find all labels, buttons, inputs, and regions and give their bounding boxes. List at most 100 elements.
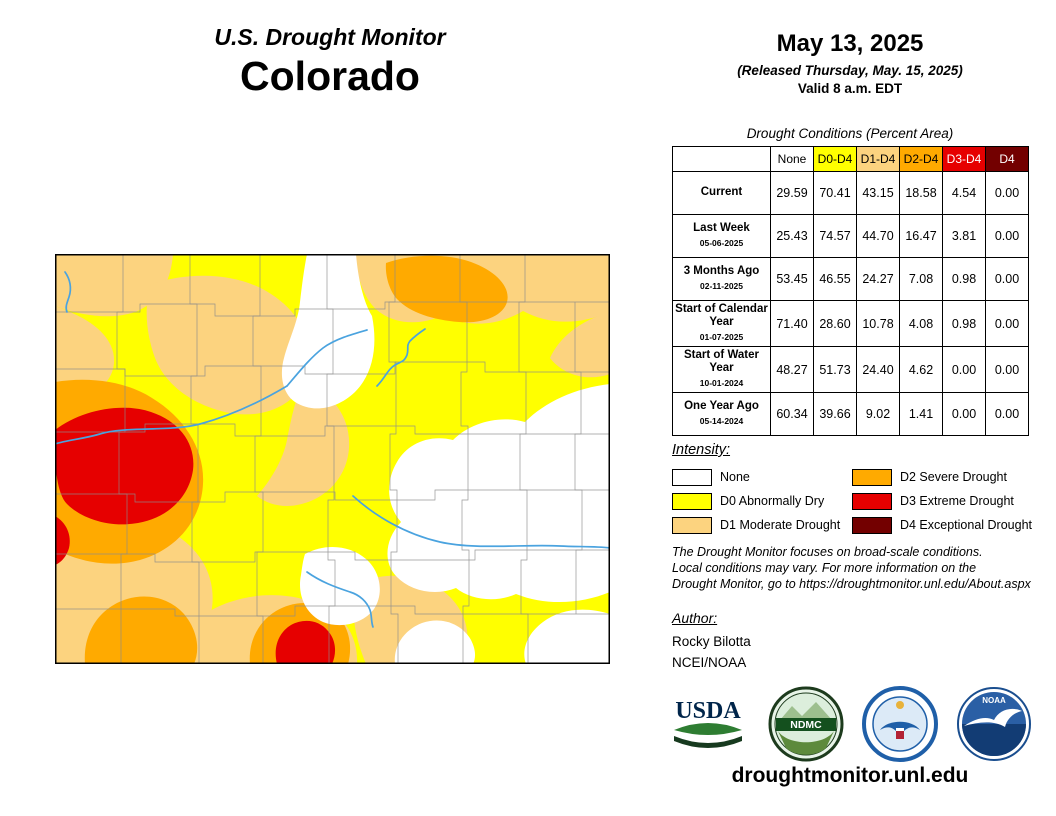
cell: 16.47 bbox=[899, 214, 943, 258]
d1-swatch bbox=[672, 516, 712, 534]
colorado-drought-map bbox=[55, 253, 610, 665]
legend-item: D0 Abnormally Dry bbox=[672, 489, 852, 513]
county-lines bbox=[55, 254, 610, 664]
d4-swatch bbox=[851, 516, 892, 534]
cell: 0.98 bbox=[942, 257, 986, 301]
row-label: Current bbox=[672, 171, 771, 215]
legend-item: D1 Moderate Drought bbox=[672, 513, 852, 537]
cell: 1.41 bbox=[899, 392, 943, 436]
cell: 24.27 bbox=[856, 257, 900, 301]
cell: 0.00 bbox=[985, 214, 1029, 258]
column-header-d2d4: D2-D4 bbox=[899, 146, 943, 172]
header-left: U.S. Drought Monitor Colorado bbox=[90, 24, 570, 100]
column-header-none: None bbox=[770, 146, 814, 172]
legend-item: D4 Exceptional Drought bbox=[851, 513, 1032, 537]
cell: 74.57 bbox=[813, 214, 857, 258]
ndmc-logo: NDMC bbox=[768, 686, 844, 762]
cell: 24.40 bbox=[856, 346, 900, 393]
legend-item: None bbox=[672, 465, 852, 489]
author-block: Author: Rocky Bilotta NCEI/NOAA bbox=[672, 610, 751, 676]
legend-item: D3 Extreme Drought bbox=[851, 489, 1032, 513]
state-name: Colorado bbox=[240, 53, 420, 99]
footer-link[interactable]: droughtmonitor.unl.edu bbox=[731, 764, 969, 787]
cell: 46.55 bbox=[813, 257, 857, 301]
agency-logos: USDA NDMC NOAA bbox=[666, 686, 1032, 762]
cell: 0.00 bbox=[985, 300, 1029, 347]
table-header-row: None D0-D4 D1-D4 D2-D4 D3-D4 D4 bbox=[672, 146, 1029, 172]
svg-text:NDMC: NDMC bbox=[790, 719, 822, 731]
column-header-d1d4: D1-D4 bbox=[856, 146, 900, 172]
table-row: One Year Ago 05-14-2024 60.34 39.66 9.02 … bbox=[672, 392, 1029, 436]
author-title: Author: bbox=[672, 610, 718, 626]
cell: 51.73 bbox=[813, 346, 857, 393]
svg-text:USDA: USDA bbox=[675, 698, 741, 724]
d3-swatch bbox=[851, 492, 892, 510]
cell: 48.27 bbox=[770, 346, 814, 393]
row-label: Last Week 05-06-2025 bbox=[672, 214, 771, 258]
row-date: 01-07-2025 bbox=[699, 332, 744, 342]
cell: 0.00 bbox=[985, 346, 1029, 393]
cell: 60.34 bbox=[770, 392, 814, 436]
cell: 70.41 bbox=[813, 171, 857, 215]
commerce-logo bbox=[862, 686, 938, 762]
row-label: One Year Ago 05-14-2024 bbox=[672, 392, 771, 436]
cell: 43.15 bbox=[856, 171, 900, 215]
row-label: Start of Calendar Year 01-07-2025 bbox=[672, 300, 771, 347]
cell: 4.62 bbox=[899, 346, 943, 393]
cell: 28.60 bbox=[813, 300, 857, 347]
state-border bbox=[55, 254, 610, 664]
cell: 18.58 bbox=[899, 171, 943, 215]
cell: 4.54 bbox=[942, 171, 986, 215]
table-row: Last Week 05-06-2025 25.43 74.57 44.70 16… bbox=[672, 214, 1029, 258]
cell: 0.00 bbox=[985, 257, 1029, 301]
cell: 3.81 bbox=[942, 214, 986, 258]
table-title: Drought Conditions (Percent Area) bbox=[746, 126, 954, 141]
cell: 44.70 bbox=[856, 214, 900, 258]
cell: 71.40 bbox=[770, 300, 814, 347]
usda-logo: USDA bbox=[674, 698, 742, 748]
none-regions bbox=[281, 254, 610, 664]
column-header-d3d4: D3-D4 bbox=[942, 146, 986, 172]
cell: 53.45 bbox=[770, 257, 814, 301]
cell: 4.08 bbox=[899, 300, 943, 347]
row-date: 02-11-2025 bbox=[699, 281, 743, 291]
cell: 0.00 bbox=[985, 392, 1029, 436]
cell: 0.00 bbox=[942, 392, 986, 436]
author-org: NCEI/NOAA bbox=[672, 655, 747, 670]
table-row: Start of Calendar Year 01-07-2025 71.40 2… bbox=[672, 300, 1029, 347]
author-name: Rocky Bilotta bbox=[672, 634, 751, 649]
cell: 39.66 bbox=[813, 392, 857, 436]
corner-cell bbox=[672, 146, 771, 172]
drought-conditions-table: None D0-D4 D1-D4 D2-D4 D3-D4 D4 Current … bbox=[672, 146, 1029, 436]
d0-swatch bbox=[672, 492, 712, 510]
noaa-logo: NOAA bbox=[957, 687, 1031, 761]
cell: 9.02 bbox=[856, 392, 900, 436]
cell: 10.78 bbox=[856, 300, 900, 347]
map-svg bbox=[55, 254, 610, 664]
intensity-legend: Intensity: None D0 Abnormally Dry D1 Mod… bbox=[672, 442, 1032, 537]
valid-time: Valid 8 a.m. EDT bbox=[797, 81, 903, 96]
cell: 0.98 bbox=[942, 300, 986, 347]
cell: 0.00 bbox=[942, 346, 986, 393]
table-row: 3 Months Ago 02-11-2025 53.45 46.55 24.27… bbox=[672, 257, 1029, 301]
svg-text:NOAA: NOAA bbox=[982, 696, 1006, 705]
table-row: Current 29.59 70.41 43.15 18.58 4.54 0.0… bbox=[672, 171, 1029, 215]
release-date: (Released Thursday, May. 15, 2025) bbox=[737, 63, 963, 78]
disclaimer-text: The Drought Monitor focuses on broad-sca… bbox=[672, 545, 1031, 591]
cell: 29.59 bbox=[770, 171, 814, 215]
cell: 0.00 bbox=[985, 171, 1029, 215]
cell: 7.08 bbox=[899, 257, 943, 301]
header-right: May 13, 2025 (Released Thursday, May. 15… bbox=[660, 30, 1040, 96]
none-swatch bbox=[672, 468, 712, 486]
rivers bbox=[55, 271, 610, 628]
cell: 25.43 bbox=[770, 214, 814, 258]
row-date: 10-01-2024 bbox=[699, 378, 744, 388]
table-row: Start of Water Year 10-01-2024 48.27 51.7… bbox=[672, 346, 1029, 393]
map-date: May 13, 2025 bbox=[776, 30, 924, 57]
row-label: 3 Months Ago 02-11-2025 bbox=[672, 257, 771, 301]
row-date: 05-06-2025 bbox=[699, 238, 744, 248]
legend-item: D2 Severe Drought bbox=[851, 465, 1032, 489]
row-date: 05-14-2024 bbox=[699, 416, 744, 426]
page-title: U.S. Drought Monitor bbox=[214, 24, 446, 50]
